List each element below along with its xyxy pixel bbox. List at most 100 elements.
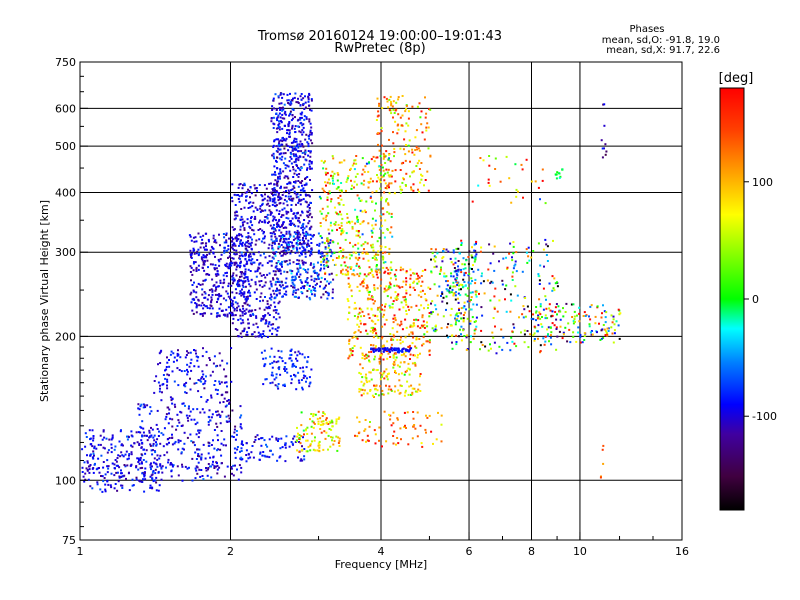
data-point (328, 282, 330, 285)
data-point (150, 449, 153, 452)
data-point (387, 202, 390, 205)
data-point (358, 197, 361, 200)
data-point (383, 96, 386, 99)
data-point (275, 109, 278, 111)
data-point (185, 354, 188, 356)
data-point (375, 334, 378, 337)
data-point (277, 114, 280, 117)
data-point (215, 267, 218, 270)
data-point (340, 224, 343, 227)
data-point (367, 170, 370, 173)
data-point (360, 182, 363, 185)
data-point (232, 317, 235, 320)
data-point (374, 347, 377, 350)
data-point (405, 144, 407, 146)
data-point (272, 145, 275, 148)
data-point (151, 473, 154, 476)
data-point (392, 321, 395, 324)
data-point (329, 281, 332, 284)
data-point (460, 288, 462, 291)
data-point (397, 373, 400, 376)
data-point (196, 421, 199, 424)
data-point (259, 272, 262, 275)
data-point (401, 328, 404, 331)
data-point (574, 320, 576, 323)
data-point (510, 201, 513, 204)
data-point (299, 116, 302, 119)
data-point (346, 178, 349, 181)
data-point (451, 288, 454, 291)
data-point (454, 278, 457, 281)
data-point (422, 336, 425, 339)
data-point (158, 390, 161, 393)
data-point (306, 214, 309, 217)
data-point (272, 257, 275, 260)
data-point (279, 172, 282, 175)
data-point (600, 329, 603, 332)
data-point (310, 99, 313, 102)
data-point (245, 296, 248, 298)
data-point (395, 443, 397, 446)
data-point (424, 268, 427, 271)
data-point (258, 280, 261, 283)
data-point (253, 441, 256, 443)
data-point (294, 116, 296, 119)
data-point (404, 301, 407, 304)
data-point (167, 458, 170, 461)
data-point (394, 370, 397, 372)
data-point (115, 471, 118, 474)
data-point (203, 304, 206, 307)
data-point (454, 294, 457, 297)
data-point (259, 205, 262, 208)
data-point (293, 286, 296, 289)
data-point (317, 277, 320, 280)
data-point (228, 237, 230, 240)
data-point (188, 365, 191, 368)
data-point (291, 125, 294, 128)
data-point (99, 488, 102, 491)
data-point (181, 479, 184, 482)
data-point (197, 461, 200, 464)
data-point (190, 418, 193, 421)
data-point (386, 357, 389, 360)
data-point (189, 293, 192, 296)
data-point (159, 463, 162, 466)
colorbar-tick-label: -100 (752, 410, 777, 423)
data-point (521, 313, 524, 316)
data-point (262, 274, 265, 276)
data-point (374, 393, 377, 395)
data-point (371, 200, 374, 203)
data-point (455, 321, 457, 324)
data-point (306, 433, 309, 435)
data-point (393, 363, 396, 366)
data-point (548, 340, 550, 343)
data-point (374, 300, 376, 303)
data-point (293, 172, 296, 175)
data-point (152, 442, 155, 445)
data-point (285, 190, 287, 192)
data-point (374, 322, 377, 325)
data-point (207, 441, 210, 444)
data-point (367, 186, 370, 189)
data-point (202, 443, 205, 446)
data-point (194, 467, 197, 470)
data-point (399, 185, 402, 188)
data-point (232, 474, 235, 477)
data-point (375, 202, 377, 205)
data-point (326, 172, 329, 175)
data-point (409, 325, 412, 328)
data-point (353, 180, 356, 183)
data-point (269, 199, 272, 202)
data-point (118, 440, 121, 443)
data-point (291, 363, 294, 366)
data-point (293, 181, 295, 183)
data-point (329, 445, 332, 448)
data-point (255, 187, 258, 189)
data-point (239, 317, 242, 320)
data-point (276, 182, 279, 185)
data-point (277, 147, 280, 150)
data-point (512, 241, 515, 244)
data-point (469, 282, 472, 285)
data-point (420, 178, 423, 181)
data-point (375, 268, 378, 271)
